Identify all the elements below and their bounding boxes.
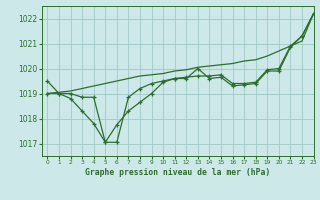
X-axis label: Graphe pression niveau de la mer (hPa): Graphe pression niveau de la mer (hPa) bbox=[85, 168, 270, 177]
